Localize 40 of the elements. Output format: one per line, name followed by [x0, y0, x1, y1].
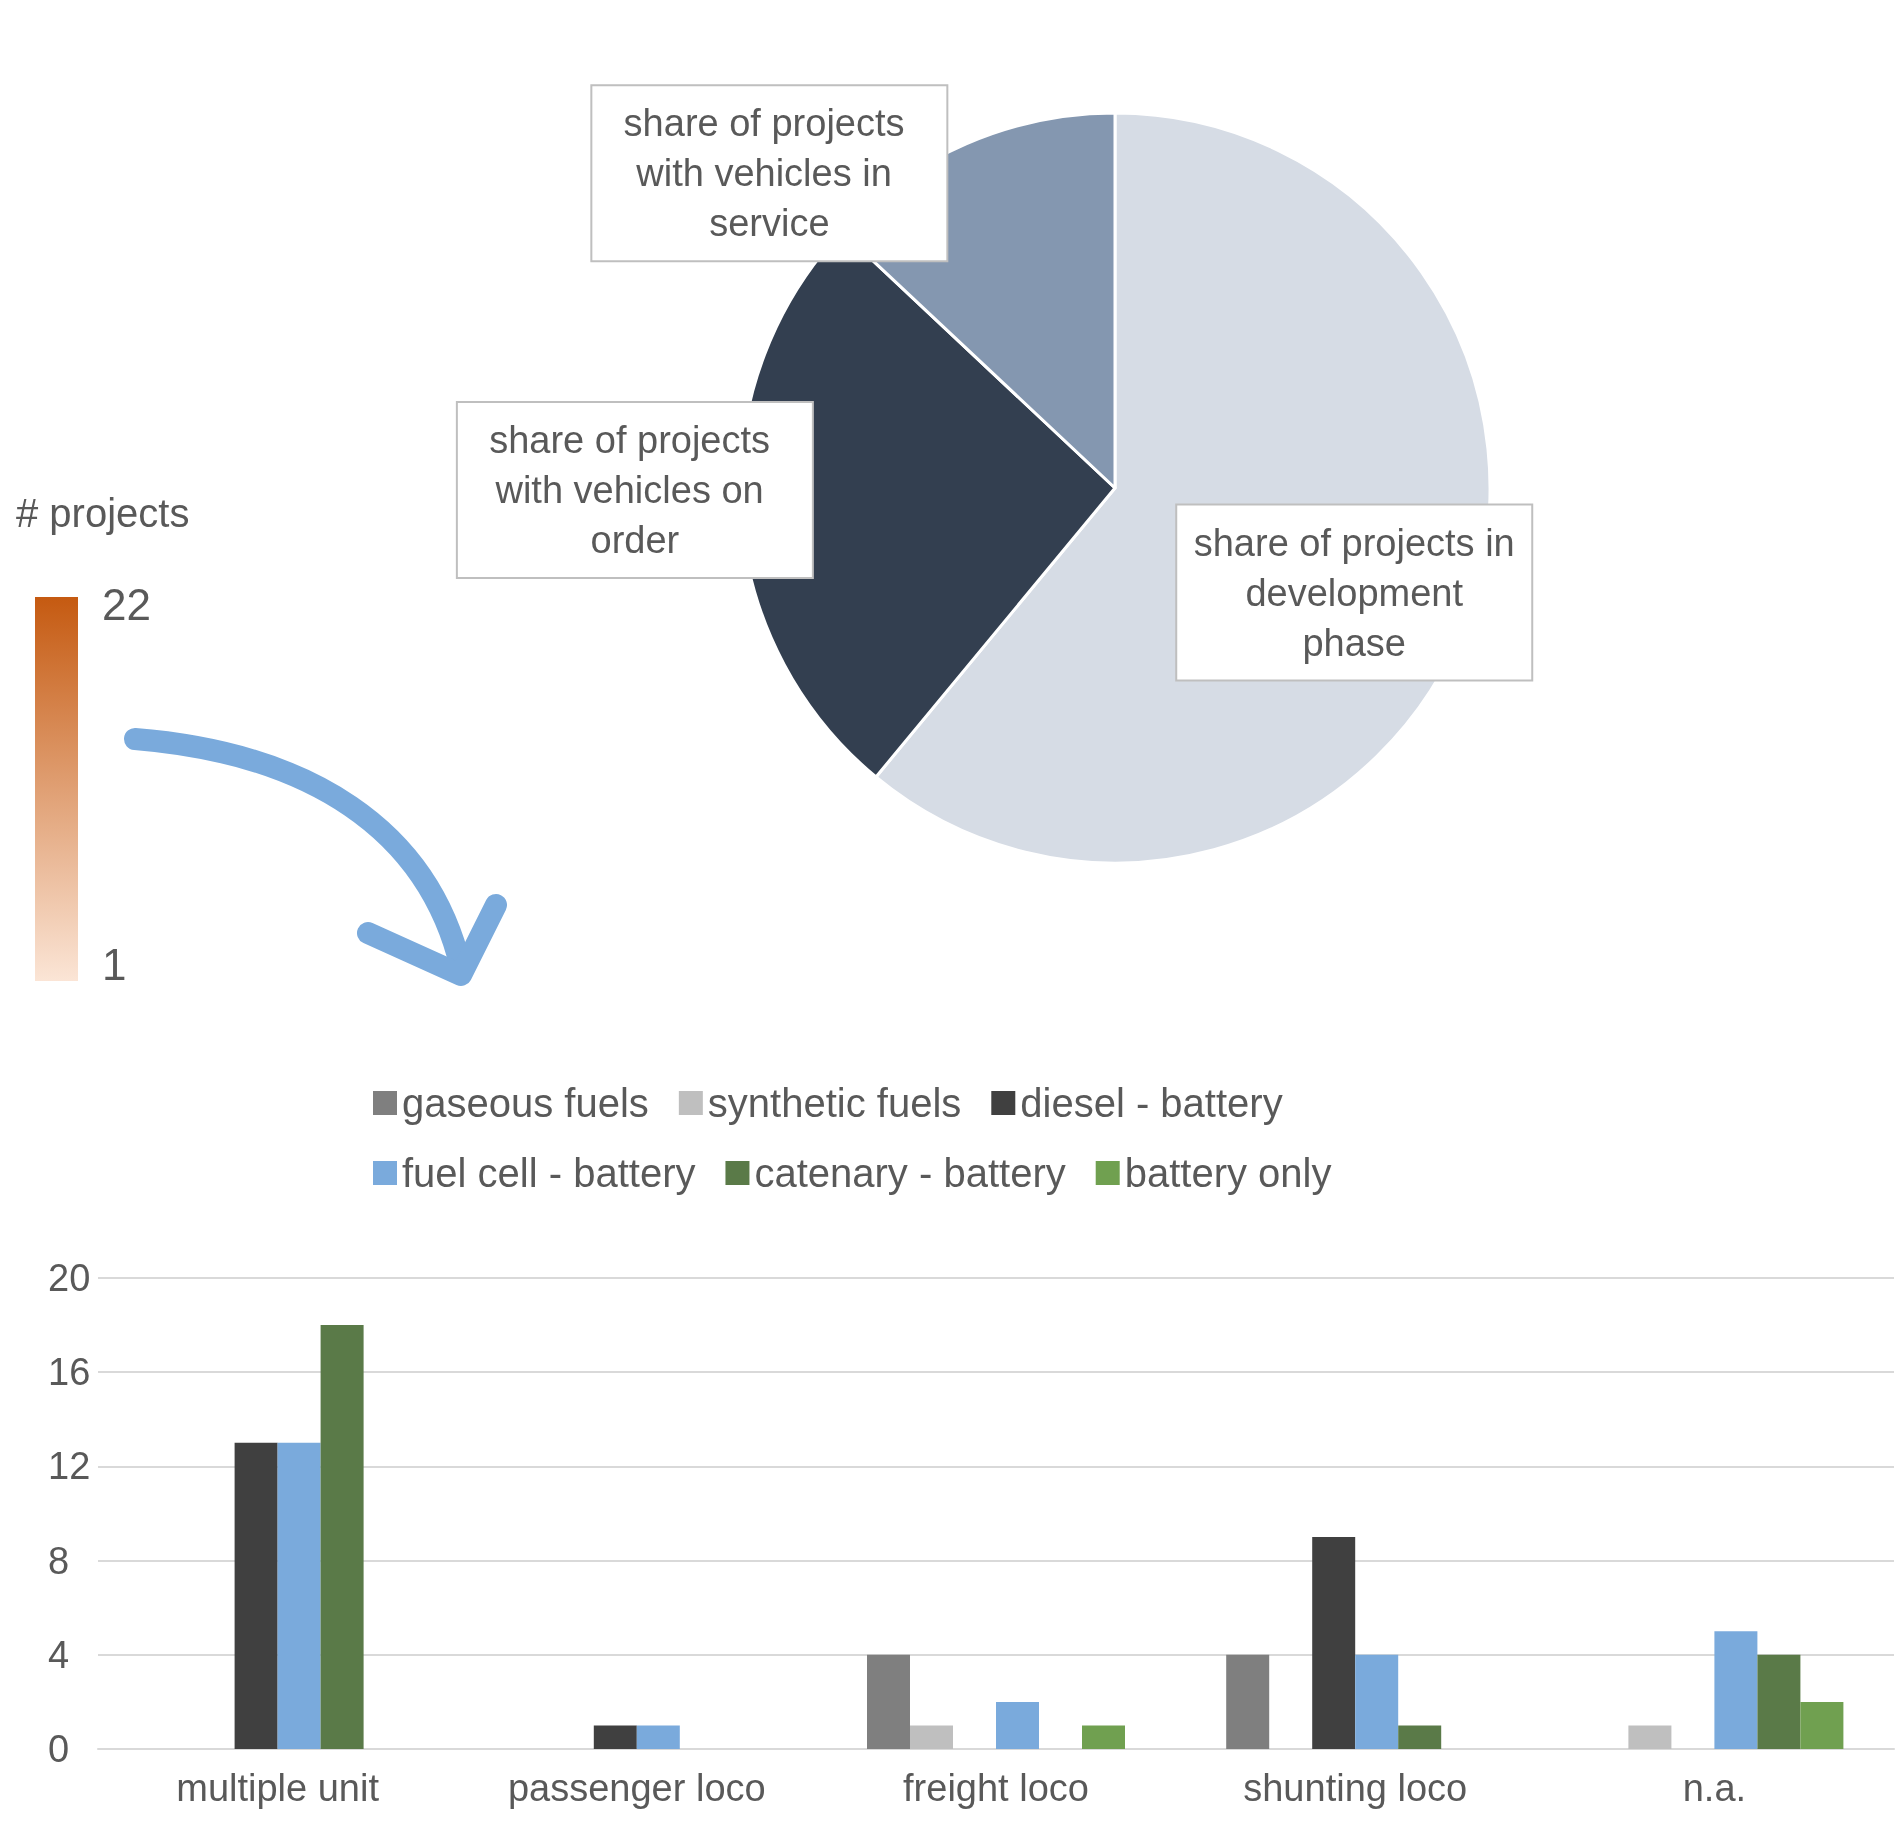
text: 1 [102, 940, 127, 990]
y-tick-label: 4 [48, 1633, 70, 1676]
x-tick-label: passenger loco [507, 1767, 766, 1809]
text: # projects [16, 490, 190, 537]
y-tick-label: 0 [48, 1728, 70, 1770]
bar [1757, 1654, 1801, 1749]
bar [320, 1325, 364, 1749]
bar [1800, 1701, 1844, 1749]
legend-label: diesel - battery [1020, 1081, 1283, 1125]
bar [1714, 1631, 1758, 1749]
y-tick-label: 20 [48, 1257, 91, 1299]
x-tick-label: n.a. [1682, 1767, 1747, 1809]
bar [277, 1442, 321, 1749]
bar [234, 1442, 278, 1749]
y-tick-label: 12 [48, 1445, 91, 1488]
legend-label: battery only [1124, 1151, 1332, 1195]
legend-label: catenary - battery [754, 1151, 1066, 1195]
slice-label: share of projects with vehicles on order [489, 418, 781, 561]
x-tick-label: freight loco [903, 1767, 1089, 1809]
bar [1226, 1654, 1270, 1749]
x-tick-label: multiple unit [176, 1767, 380, 1809]
bar [910, 1725, 953, 1749]
x-tick-label: shunting loco [1243, 1767, 1468, 1809]
bar [593, 1725, 637, 1749]
y-tick-label: 16 [48, 1351, 91, 1394]
text: 22 [102, 580, 151, 630]
slice-label: share of projects in development phase [1193, 521, 1515, 664]
bar [1355, 1654, 1399, 1749]
bar [996, 1701, 1039, 1749]
legend-label: gaseous fuels [402, 1081, 649, 1125]
bar [867, 1654, 910, 1749]
y-tick-label: 8 [48, 1539, 70, 1582]
legend-label: synthetic fuels [707, 1081, 962, 1125]
bar [1312, 1537, 1356, 1749]
legend-label: fuel cell - battery [402, 1151, 696, 1195]
bar [1082, 1725, 1125, 1749]
slice-label: share of projects with vehicles in service [623, 102, 916, 245]
bar [1628, 1725, 1672, 1749]
bar [1398, 1725, 1442, 1749]
bar [636, 1725, 680, 1749]
